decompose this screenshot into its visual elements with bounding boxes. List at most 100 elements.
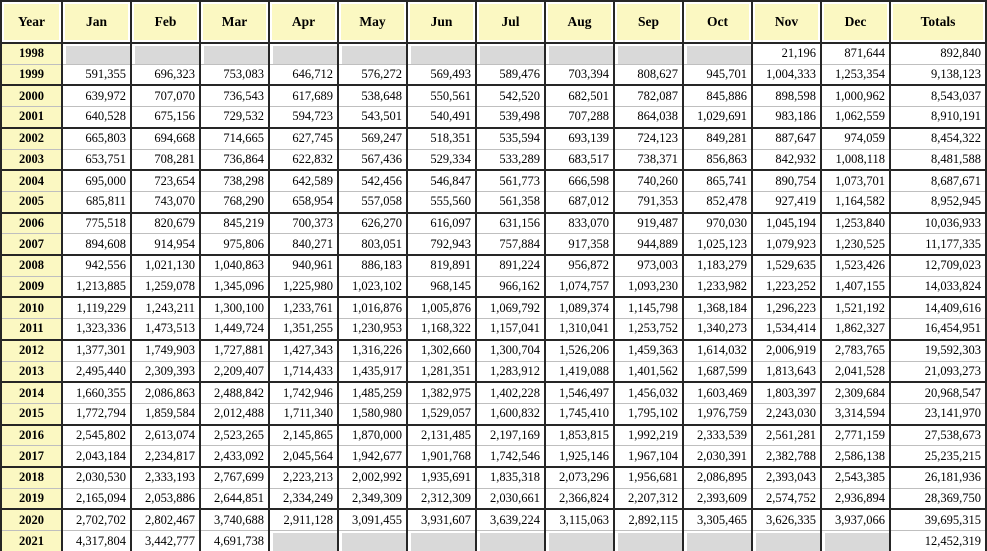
month-cell: 1,603,469 [682,381,753,404]
month-cell: 2,312,309 [406,487,477,510]
month-cell: 753,083 [199,63,270,86]
month-cell: 1,119,229 [61,296,132,319]
month-cell: 653,751 [61,148,132,171]
month-cell: 2,333,193 [130,466,201,489]
month-cell: 2,382,788 [751,445,822,468]
month-cell: 1,023,102 [337,275,408,298]
month-cell: 1,485,259 [337,381,408,404]
month-cell [199,41,270,65]
month-cell: 685,811 [61,190,132,213]
month-cell: 2,892,115 [613,508,684,531]
table-row: 1999 591,355 696,323 753,083 646,712 576,272 5… [0,63,987,86]
total-cell: 12,709,023 [889,254,987,277]
month-cell: 1,382,975 [406,381,477,404]
month-cell: 1,040,863 [199,254,270,277]
month-cell: 646,712 [268,63,339,86]
month-cell: 569,493 [406,63,477,86]
month-cell [61,41,132,65]
total-cell: 892,840 [889,41,987,65]
month-cell: 1,233,761 [268,296,339,319]
month-cell: 3,305,465 [682,508,753,531]
month-cell: 2,586,138 [820,445,891,468]
total-cell: 23,141,970 [889,402,987,425]
month-cell: 1,062,559 [820,106,891,128]
month-cell: 3,442,777 [130,530,201,551]
column-header-jan: Jan [61,0,132,44]
month-cell: 736,543 [199,84,270,107]
table-row: 2020 2,702,702 2,802,467 3,740,688 2,911,128… [0,508,987,531]
month-cell: 1,296,223 [751,296,822,319]
month-cell: 1,157,041 [475,318,546,340]
month-cell: 2,613,074 [130,423,201,446]
total-cell: 12,452,319 [889,530,987,551]
month-cell: 1,901,768 [406,445,477,468]
month-cell: 622,832 [268,148,339,171]
month-cell: 1,427,343 [268,338,339,362]
month-cell: 2,334,249 [268,487,339,510]
month-cell: 1,145,798 [613,296,684,319]
month-cell: 1,600,832 [475,402,546,425]
month-cell: 542,520 [475,84,546,107]
month-cell: 968,145 [406,275,477,298]
total-cell: 28,369,750 [889,487,987,510]
month-cell: 840,271 [268,233,339,256]
month-cell: 1,089,374 [544,296,615,319]
month-cell: 1,742,546 [475,445,546,468]
month-cell: 724,123 [613,126,684,150]
month-cell: 3,931,607 [406,508,477,531]
month-cell: 1,862,327 [820,318,891,340]
month-cell: 917,358 [544,233,615,256]
month-cell: 540,491 [406,106,477,128]
month-cell: 1,976,759 [682,402,753,425]
month-cell: 973,003 [613,254,684,277]
column-header-aug: Aug [544,0,615,44]
month-cell: 1,283,912 [475,360,546,383]
month-cell: 555,560 [406,190,477,213]
month-cell: 1,253,752 [613,318,684,340]
month-cell: 1,795,102 [613,402,684,425]
month-cell: 2,349,309 [337,487,408,510]
month-cell [268,41,339,65]
month-cell: 1,711,340 [268,402,339,425]
month-cell [820,530,891,551]
month-cell: 871,644 [820,41,891,65]
table-row: 2009 1,213,885 1,259,078 1,345,096 1,225,980… [0,275,987,298]
month-cell: 1,749,903 [130,338,201,362]
table-row: 2000 639,972 707,070 736,543 617,689 538,648 5… [0,84,987,107]
month-cell: 1,025,123 [682,233,753,256]
month-cell: 2,644,851 [199,487,270,510]
month-cell: 4,691,738 [199,530,270,551]
month-cell: 642,589 [268,169,339,192]
month-cell: 682,501 [544,84,615,107]
month-cell: 1,281,351 [406,360,477,383]
month-cell: 966,162 [475,275,546,298]
month-cell: 1,473,513 [130,318,201,340]
month-cell: 898,598 [751,84,822,107]
month-cell [406,530,477,551]
month-cell: 1,529,635 [751,254,822,277]
month-cell: 1,870,000 [337,423,408,446]
month-cell: 2,574,752 [751,487,822,510]
month-cell: 2,309,393 [130,360,201,383]
month-cell: 1,008,118 [820,148,891,171]
month-cell: 1,164,582 [820,190,891,213]
month-cell: 640,528 [61,106,132,128]
month-cell: 2,393,043 [751,466,822,489]
column-header-mar: Mar [199,0,270,44]
month-cell: 738,298 [199,169,270,192]
table-row: 2007 894,608 914,954 975,806 840,271 803,051 7… [0,233,987,256]
month-cell: 1,345,096 [199,275,270,298]
month-cell: 1,230,525 [820,233,891,256]
table-row: 1998 21,196 871,644 892,840 [0,41,987,65]
month-cell: 944,889 [613,233,684,256]
month-cell: 2,073,296 [544,466,615,489]
month-cell: 561,358 [475,190,546,213]
month-cell: 2,771,159 [820,423,891,446]
month-cell: 1,745,410 [544,402,615,425]
year-cell: 2014 [0,381,63,404]
total-cell: 10,036,933 [889,211,987,234]
month-cell [406,41,477,65]
total-cell: 25,235,215 [889,445,987,468]
year-cell: 2019 [0,487,63,510]
